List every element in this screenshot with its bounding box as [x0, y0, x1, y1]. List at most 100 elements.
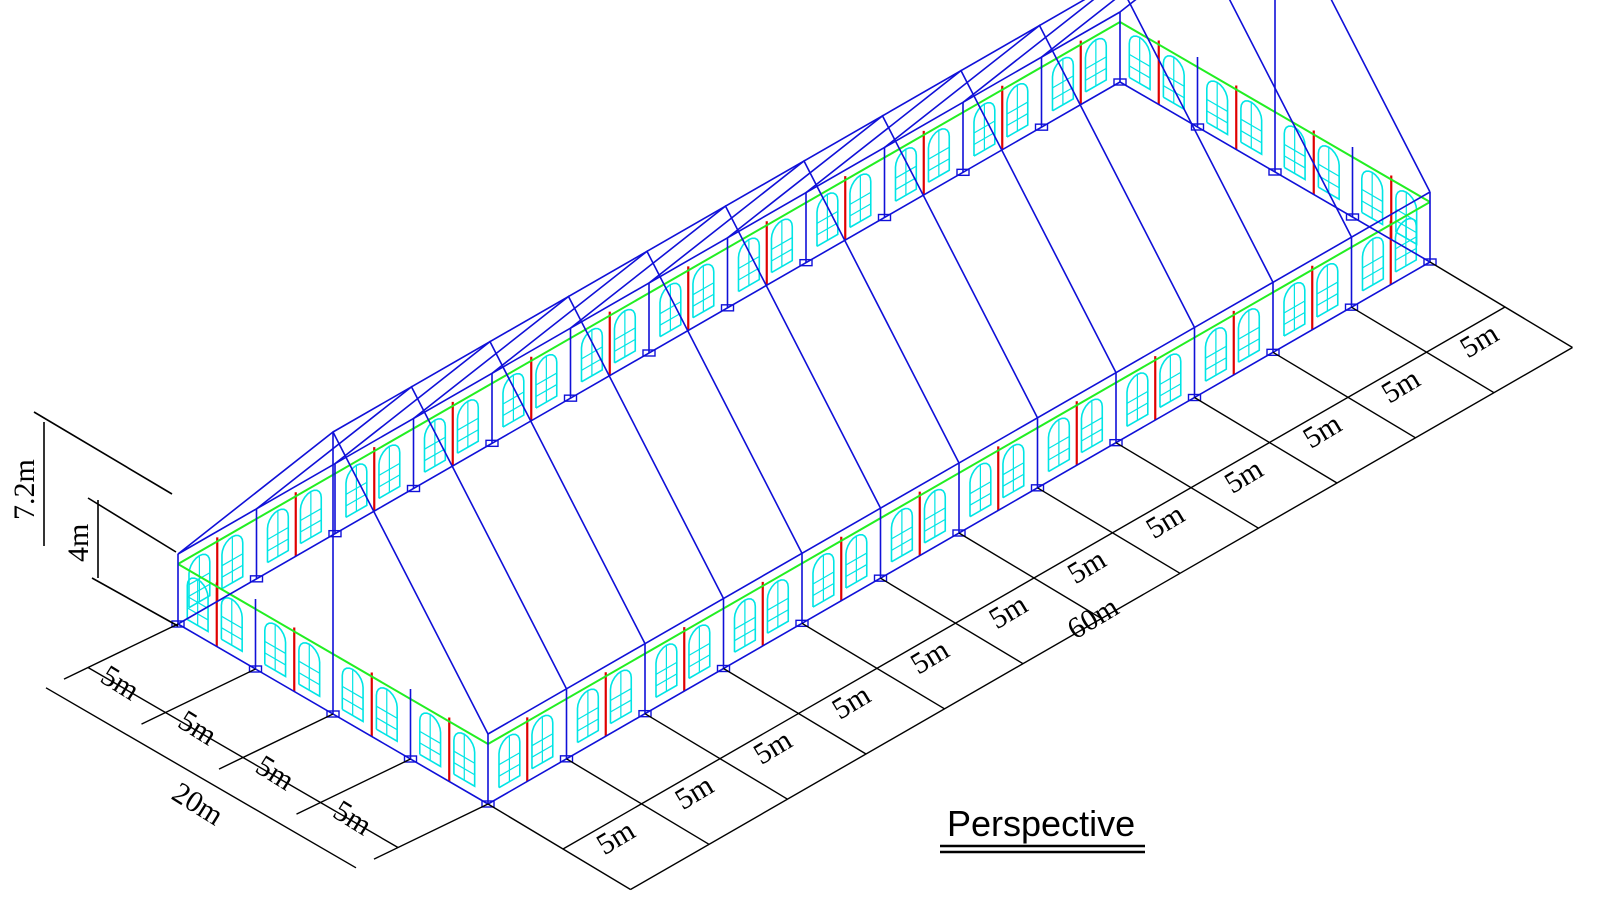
base-plate — [481, 800, 495, 808]
dim-width-total-line — [45, 687, 357, 869]
dim-length-ext — [958, 532, 1102, 620]
arch-window-gable-0-1-0 — [263, 622, 287, 678]
dim-width-bay-label: 5m — [250, 749, 300, 797]
window-transom-1 — [581, 346, 603, 360]
window-frame — [969, 462, 992, 518]
window-transom-0 — [655, 673, 678, 687]
base-plate — [952, 529, 966, 537]
window-transom-1 — [577, 707, 599, 721]
window-transom-0 — [1395, 220, 1417, 234]
base-plate — [642, 349, 656, 357]
window-transom-1 — [498, 752, 521, 766]
window-frame — [1080, 398, 1104, 454]
base-plate — [1113, 78, 1127, 86]
arch-window-front-10-0 — [1283, 281, 1306, 337]
dim-length-bay-label: 5m — [1454, 317, 1504, 365]
dim-height-eave: 4m — [62, 524, 95, 562]
base-plate — [716, 664, 731, 673]
dim-length-ext — [644, 713, 788, 800]
window-frame — [531, 714, 554, 770]
window-frame — [688, 624, 711, 680]
window-transom-0 — [734, 628, 756, 642]
arch-window-front-1-1 — [609, 669, 633, 725]
dim-height-ext — [33, 411, 173, 495]
base-plate — [249, 575, 264, 583]
window-frame — [1006, 82, 1029, 138]
window-transom-1 — [264, 640, 286, 654]
window-frame — [299, 489, 323, 545]
window-frame — [1162, 55, 1185, 111]
arch-window-back-8-0 — [816, 192, 839, 248]
arch-window-back-1-1 — [299, 489, 323, 545]
roof-truss — [570, 204, 882, 509]
window-transom-1 — [1002, 462, 1025, 476]
dim-length-ext — [1351, 306, 1495, 394]
dim-length-ext — [566, 758, 710, 845]
window-transom-0 — [424, 448, 446, 462]
window-transom-0 — [341, 697, 364, 711]
window-transom-1 — [1081, 417, 1103, 431]
arch-window-gable-0-2-0 — [341, 667, 364, 723]
arch-window-front-2-0 — [655, 643, 678, 699]
base-plate — [1034, 123, 1049, 131]
roof-truss — [805, 69, 1117, 374]
window-transom-0 — [457, 429, 479, 443]
window-transom-0 — [1163, 85, 1185, 99]
window-frame — [220, 597, 243, 653]
window-transom-1 — [969, 481, 992, 495]
arch-window-back-9-1 — [927, 128, 951, 183]
window-frame — [816, 192, 839, 248]
arch-window-back-4-1 — [535, 353, 558, 409]
window-frame — [1126, 372, 1149, 428]
window-transom-1 — [895, 165, 917, 179]
dim-length-bays-line — [562, 306, 1506, 850]
arch-window-gable-12-2-0 — [1283, 125, 1306, 181]
arch-window-front-10-1 — [1316, 262, 1339, 318]
window-transom-1 — [973, 120, 996, 134]
dim-eave-ext — [87, 497, 177, 553]
base-plate — [873, 574, 888, 582]
arch-window-back-7-1 — [770, 218, 794, 274]
window-transom-0 — [895, 177, 917, 191]
window-frame — [770, 218, 794, 274]
window-transom-0 — [1002, 473, 1025, 487]
dim-length-bay-label: 5m — [1062, 543, 1112, 591]
window-transom-1 — [1361, 188, 1383, 202]
base-plate — [1187, 393, 1202, 402]
arch-window-front-5-1 — [923, 488, 947, 544]
window-transom-0 — [264, 652, 286, 666]
window-transom-0 — [1362, 266, 1384, 280]
window-transom-1 — [188, 572, 211, 586]
window-frame — [535, 353, 558, 409]
window-transom-1 — [891, 526, 913, 540]
dim-length-bay-label: 5m — [1297, 407, 1347, 455]
window-transom-0 — [453, 762, 475, 776]
base-plate — [877, 213, 892, 222]
window-transom-0 — [1159, 383, 1182, 397]
arch-window-front-9-0 — [1204, 327, 1228, 382]
window-transom-0 — [300, 519, 322, 533]
dim-width-total: 20m — [166, 776, 229, 832]
window-transom-1 — [221, 553, 244, 567]
window-transom-1 — [1052, 75, 1074, 89]
window-transom-1 — [221, 615, 243, 629]
roof-truss — [1041, 0, 1353, 238]
arch-window-gable-12-1-0 — [1206, 80, 1229, 136]
dim-length-ext — [1037, 487, 1181, 574]
base-plate — [1190, 123, 1205, 131]
window-transom-0 — [849, 203, 872, 217]
window-transom-0 — [1361, 200, 1383, 214]
arch-window-gable-0-0-0 — [186, 577, 209, 633]
arch-window-front-3-1 — [766, 579, 790, 634]
roof-truss — [648, 159, 960, 464]
window-transom-1 — [734, 616, 756, 630]
arch-window-front-0-1 — [531, 714, 554, 770]
base-plate — [1345, 213, 1360, 221]
window-frame — [576, 688, 600, 744]
window-frame — [737, 237, 761, 293]
window-frame — [1361, 170, 1384, 226]
arch-window-back-6-1 — [692, 263, 715, 319]
window-frame — [1283, 281, 1306, 337]
window-frame — [655, 643, 678, 699]
dim-length-ext — [1272, 351, 1416, 439]
